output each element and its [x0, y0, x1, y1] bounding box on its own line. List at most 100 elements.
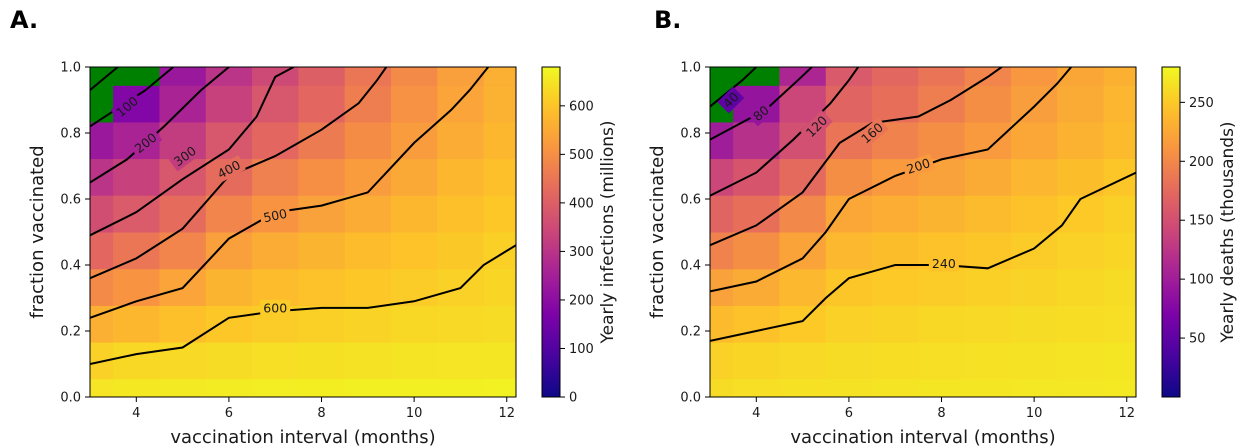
- y-tick-label: 0.4: [60, 259, 81, 274]
- heatmap-cell: [90, 121, 114, 160]
- heatmap-cell: [90, 67, 114, 86]
- heatmap-cell: [779, 378, 827, 397]
- heatmap-cell: [344, 268, 392, 306]
- plot-frame: [709, 66, 1137, 398]
- heatmap-cell: [90, 85, 114, 123]
- colorbar: [541, 66, 561, 398]
- heatmap-cell: [710, 195, 734, 233]
- heatmap-cell: [483, 378, 516, 397]
- heatmap-cell: [90, 232, 114, 270]
- heatmap-cell: [437, 195, 485, 233]
- contour-line: [90, 67, 174, 128]
- contour-label: 200: [905, 155, 932, 177]
- contour-label: 600: [263, 300, 287, 315]
- y-axis-label: fraction vaccinated: [27, 145, 48, 318]
- x-tick-label: 4: [132, 406, 140, 421]
- heatmap-cell: [733, 158, 780, 196]
- colorbar-ticks: 50 100 150 200 250: [1180, 96, 1214, 347]
- heatmap-cell: [825, 85, 873, 123]
- y-tick-label: 0.8: [680, 127, 701, 142]
- y-tick-label: 0.6: [680, 193, 701, 208]
- heatmap-cell: [483, 85, 516, 123]
- contour-label: 500: [262, 206, 289, 226]
- heatmap-cell: [964, 342, 1012, 380]
- heatmap-cell: [90, 268, 114, 306]
- heatmap-cell: [1057, 158, 1105, 196]
- heatmap-cell: [205, 85, 253, 123]
- heatmap-cell: [825, 232, 873, 270]
- heatmap-cell: [733, 305, 780, 343]
- heatmap-cell: [918, 121, 966, 160]
- heatmap-cell: [964, 268, 1012, 306]
- heatmap-cell: [1103, 378, 1136, 397]
- heatmap-cell: [825, 195, 873, 233]
- colorbar-label: Yearly infections (millions): [598, 120, 618, 344]
- heatmap-cell: [252, 232, 299, 270]
- heatmap-cell: [1103, 232, 1136, 270]
- contour-line: [710, 171, 1136, 342]
- heatmap-cell: [205, 342, 253, 380]
- heatmap-cell: [733, 268, 780, 306]
- y-tick-label: 0.2: [60, 325, 81, 340]
- heatmap-cell: [390, 232, 438, 270]
- colorbar-tick-label: 300: [569, 245, 594, 260]
- heatmap-cell: [344, 378, 392, 397]
- x-tick-label: 8: [937, 406, 945, 421]
- x-tick-label: 6: [845, 406, 853, 421]
- y-tick-label: 0.0: [60, 391, 81, 406]
- heatmap-cell: [1010, 158, 1058, 196]
- heatmap-cell: [964, 378, 1012, 397]
- x-axis-label: vaccination interval (months): [170, 427, 435, 448]
- heatmap-cell: [252, 158, 299, 196]
- heatmap-cell: [779, 195, 827, 233]
- heatmap-cell: [298, 378, 346, 397]
- heatmap-cell: [437, 378, 485, 397]
- x-tick-label: 12: [1118, 406, 1135, 421]
- heatmap-cell: [205, 195, 253, 233]
- heatmap-cell: [483, 67, 516, 86]
- heatmap-cell: [252, 121, 299, 160]
- heatmap-cell: [825, 268, 873, 306]
- colorbar-tick-label: 600: [569, 99, 594, 114]
- contour-lines: [90, 67, 516, 365]
- heatmap-cell: [779, 268, 827, 306]
- x-tick-label: 10: [1026, 406, 1043, 421]
- heatmap-cell: [918, 305, 966, 343]
- heatmap-cell: [1103, 67, 1136, 86]
- heatmap-cell: [298, 268, 346, 306]
- colorbar: [1161, 66, 1181, 398]
- colorbar-tick-label: 400: [569, 196, 594, 211]
- heatmap-cell: [825, 158, 873, 196]
- contour-line: [90, 67, 489, 319]
- panel-letter-b: B.: [654, 6, 682, 34]
- heatmap-cell: [205, 67, 253, 86]
- colorbar-label: Yearly deaths (thousands): [1218, 121, 1238, 343]
- heatmap-cell: [437, 342, 485, 380]
- heatmap-cell: [1057, 232, 1105, 270]
- heatmap-cell: [298, 158, 346, 196]
- heatmap-cell: [252, 268, 299, 306]
- heatmap-cell: [710, 305, 734, 343]
- heatmap-cell: [825, 305, 873, 343]
- contour-line: [90, 67, 295, 237]
- colorbar-tick-label: 200: [1189, 155, 1214, 170]
- heatmap-cell: [964, 232, 1012, 270]
- heatmap-cell: [1010, 342, 1058, 380]
- heatmap-cell: [1010, 67, 1058, 86]
- heatmap-cell: [390, 195, 438, 233]
- heatmap-cell: [159, 67, 207, 86]
- y-axis: 0.0 0.2 0.4 0.6 0.8 1.0: [680, 61, 710, 406]
- x-tick-label: 10: [406, 406, 423, 421]
- heatmap-cell: [710, 268, 734, 306]
- heatmap-cell: [964, 85, 1012, 123]
- heatmap-cell: [113, 67, 160, 86]
- heatmap-cell: [390, 85, 438, 123]
- heatmap-cell: [90, 158, 114, 196]
- heatmap-cell: [1103, 158, 1136, 196]
- y-tick-label: 0.4: [680, 259, 701, 274]
- heatmap-cell: [964, 305, 1012, 343]
- heatmap-cell: [1103, 342, 1136, 380]
- heatmap-cell: [390, 305, 438, 343]
- heatmap-cell: [252, 342, 299, 380]
